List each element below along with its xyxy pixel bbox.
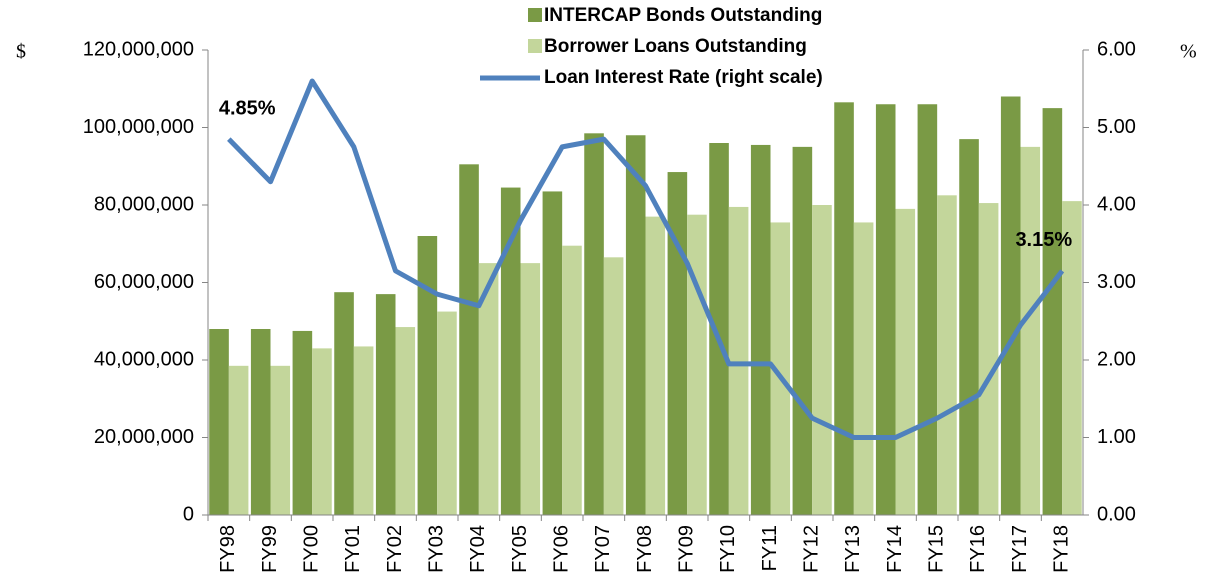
bar (728, 206, 749, 515)
y2-tick-label: 3.00 (1097, 271, 1136, 293)
y2-tick-label: 4.00 (1097, 193, 1136, 215)
y-tick-label: 120,000,000 (83, 38, 194, 60)
legend-swatch (528, 8, 542, 22)
bar (459, 164, 479, 515)
x-tick-label: FY17 (1009, 525, 1031, 573)
bar (687, 214, 707, 515)
bar (250, 329, 271, 515)
bar (709, 143, 729, 515)
bar (625, 135, 646, 515)
y-tick-label: 40,000,000 (94, 348, 194, 370)
x-tick-label: FY06 (550, 525, 572, 573)
y2-tick-label: 5.00 (1097, 116, 1136, 138)
x-tick-label: FY11 (759, 525, 781, 571)
bar (937, 195, 957, 515)
x-tick-label: FY01 (342, 525, 364, 573)
x-tick-label: FY09 (675, 525, 697, 573)
x-tick-label: FY99 (259, 525, 281, 573)
x-tick-label: FY18 (1050, 525, 1072, 573)
bar (500, 187, 521, 515)
bar (353, 346, 374, 515)
x-tick-label: FY07 (592, 525, 614, 573)
bar (667, 172, 688, 515)
bar (1000, 96, 1021, 515)
bar (603, 257, 624, 515)
bar (959, 139, 979, 515)
y-tick-label: 20,000,000 (94, 426, 194, 448)
x-tick-label: FY13 (842, 525, 864, 573)
line (227, 78, 1065, 440)
bar (812, 205, 832, 515)
y2-tick-label: 2.00 (1097, 348, 1136, 370)
bar (292, 330, 313, 515)
data-label: 3.15% (1015, 229, 1072, 251)
bar (917, 104, 938, 515)
x-tick-label: FY98 (217, 525, 239, 573)
x-tick-label: FY00 (300, 525, 322, 573)
y2-axis-label: % (1180, 41, 1197, 63)
legend-label: Loan Interest Rate (right scale) (544, 67, 823, 88)
x-tick-label: FY04 (467, 525, 489, 573)
bar (1020, 146, 1041, 515)
y2-tick-label: 1.00 (1097, 426, 1136, 448)
y2-tick-label: 6.00 (1097, 38, 1136, 60)
x-tick-label: FY14 (884, 525, 906, 573)
bar (853, 222, 874, 515)
bar (478, 263, 499, 515)
bar (270, 365, 291, 515)
bar (334, 292, 354, 515)
x-tick-label: FY16 (967, 525, 989, 573)
bar (437, 311, 457, 515)
bar (978, 203, 999, 515)
bar (395, 327, 416, 515)
y-tick-label: 0 (183, 503, 194, 525)
y-tick-label: 80,000,000 (94, 193, 194, 215)
x-tick-label: FY10 (717, 525, 739, 573)
bar (792, 146, 813, 515)
x-tick-label: FY12 (800, 525, 822, 573)
data-label: 4.85% (219, 97, 276, 119)
legend-label: INTERCAP Bonds Outstanding (544, 5, 822, 26)
bar (417, 236, 438, 515)
bar (645, 216, 666, 515)
legend-swatch (528, 39, 542, 53)
bar (520, 263, 541, 515)
legend-label: Borrower Loans Outstanding (544, 36, 807, 57)
y-tick-label: 60,000,000 (94, 271, 194, 293)
y-axis-label: $ (16, 41, 26, 63)
x-tick-label: FY02 (384, 525, 406, 573)
bar (770, 222, 791, 515)
bar (1042, 108, 1063, 515)
y2-tick-label: 0.00 (1097, 503, 1136, 525)
bar (562, 245, 582, 515)
bar (584, 133, 604, 515)
x-tick-label: FY05 (509, 525, 531, 573)
x-tick-label: FY08 (634, 525, 656, 573)
x-tick-label: FY03 (425, 525, 447, 573)
bar (228, 365, 249, 515)
y-tick-label: 100,000,000 (83, 116, 194, 138)
bar (834, 102, 854, 515)
bar (895, 208, 916, 515)
bar (312, 348, 332, 515)
bar (875, 104, 896, 515)
x-tick-label: FY15 (925, 525, 947, 573)
bar (209, 329, 229, 515)
bar (375, 294, 396, 515)
bar (750, 144, 771, 515)
bar (1062, 201, 1082, 515)
bar (542, 191, 563, 515)
